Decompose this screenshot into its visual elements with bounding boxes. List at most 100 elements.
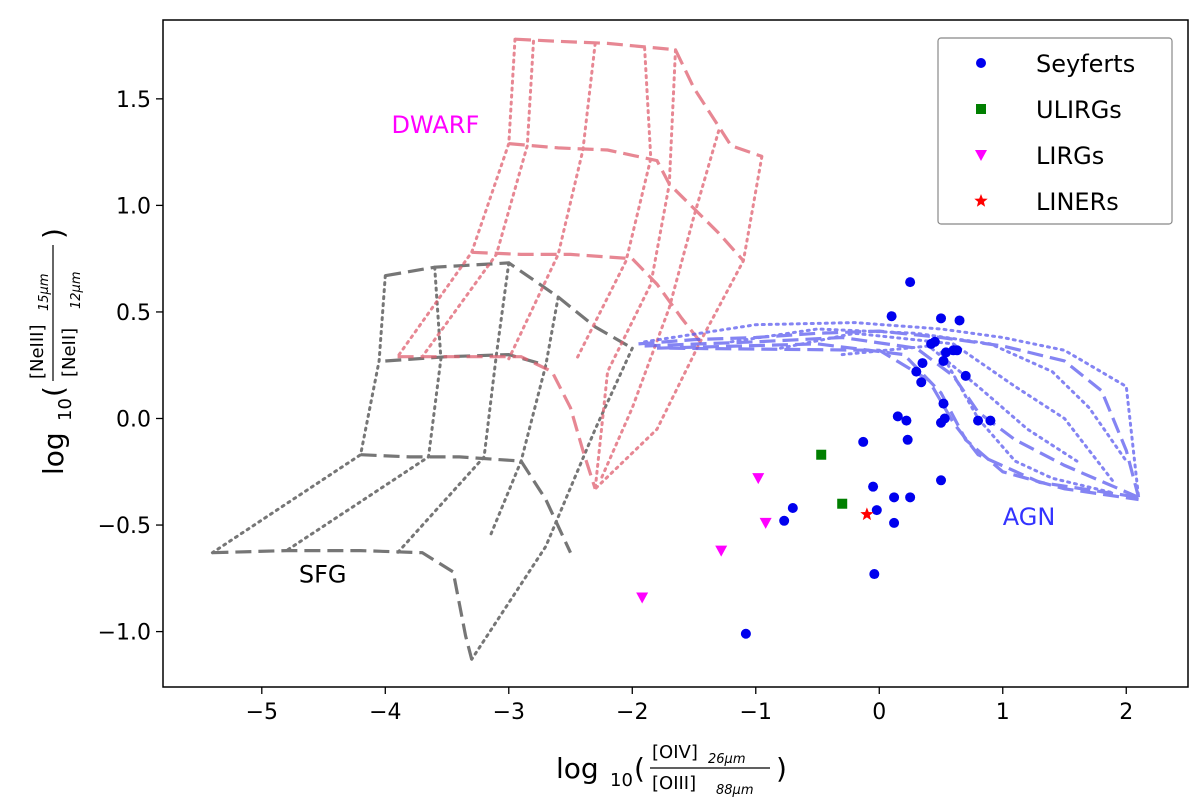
x-axis-paren-close: ) [776,752,787,785]
legend-ulirgs-marker [976,104,986,114]
dwarf-region-label: DWARF [391,111,479,139]
dwarf-dashed-line [514,37,763,158]
y-axis-denominator: [NeII] [59,328,80,377]
lirgs-point [759,517,772,529]
seyferts-point [911,366,922,377]
seyferts-point [889,517,900,528]
sfg-dashed-line [360,453,572,554]
agn-dashed-line [669,346,1139,499]
y-axis-paren-open: ( [37,386,70,397]
y-tick-label: 1.0 [116,194,151,219]
dwarf-dotted-line [396,37,517,359]
lirgs-point [715,545,728,557]
agn-dotted-line [643,321,1141,499]
axes-frame [162,19,1189,688]
seyferts-point [973,415,984,426]
agn-region-label: AGN [1003,503,1056,531]
x-tick-label: −2 [616,700,648,725]
seyferts-point [886,311,897,322]
dwarf-dotted-line [420,39,535,359]
y-tick-label: 0.5 [116,301,151,326]
y-tick-label: 1.5 [116,88,151,113]
series-lirgs [636,473,772,604]
grid-agn [638,321,1141,502]
seyferts-point [938,398,949,409]
agn-dashed-line [638,329,1141,498]
region-labels-layer: SFG DWARF AGN [299,111,1055,589]
x-axis-paren-open: ( [634,752,645,785]
seyferts-point [787,502,798,513]
seyferts-point [985,415,996,426]
seyferts-point [952,345,963,356]
legend: Seyferts ULIRGs LIRGs LINERs [937,37,1173,225]
sfg-dotted-line [285,265,443,553]
seyferts-point [869,569,880,580]
seyferts-point [868,481,879,492]
seyferts-point [916,377,927,388]
dwarf-dotted-line [593,48,677,491]
agn-dotted-line [779,331,1116,484]
seyferts-point [960,370,971,381]
legend-ulirgs-label: ULIRGs [1036,96,1122,124]
x-axis-numerator: [OIV] [652,742,698,763]
y-axis-log: log [37,432,70,475]
x-tick-label: −1 [740,700,772,725]
y-axis-numerator-sub: 15μm [37,274,52,311]
series-ulirgs [816,449,848,509]
y-tick-label: −1.0 [98,621,151,646]
seyferts-point [936,417,947,428]
seyferts-point [936,313,947,324]
sfg-region-label: SFG [299,561,347,589]
ulirgs-point [837,498,848,509]
y-axis-numerator: [NeIII] [27,324,48,379]
y-axis-log-base: 10 [55,398,76,421]
liners-point [860,507,874,521]
legend-liners-label: LINERs [1036,188,1119,216]
seyferts-point [871,505,882,516]
seyferts-point [902,434,913,445]
seyferts-point [940,347,951,358]
agn-dashed-line [656,342,1139,502]
dwarf-dashed-line [471,250,702,343]
seyferts-point [892,411,903,422]
dwarf-dotted-line [599,129,721,480]
sfg-dotted-line [210,274,387,555]
model-grid-layer [210,37,1141,661]
sfg-dashed-line [212,549,474,660]
ulirgs-point [816,449,827,460]
y-tick-label: 0.0 [116,407,151,432]
sfg-dotted-line [488,295,560,538]
y-axis-denominator-sub: 12μm [69,272,84,309]
seyferts-point [936,475,947,486]
seyferts-point [740,628,751,639]
seyferts-point [905,492,916,503]
x-tick-label: −3 [493,700,525,725]
x-tick-label: 2 [1119,700,1133,725]
ticks-layer: −5 −4 −3 −2 −1 0 1 2 −1.0 −0.5 0.0 0.5 1.0 1.5 [98,88,1134,725]
x-axis-log: log [556,752,599,785]
x-tick-label: 1 [996,700,1010,725]
sfg-dashed-line [385,261,634,350]
sfg-dotted-line [470,346,634,661]
seyferts-point [954,315,965,326]
grid-sfg [210,261,634,661]
lirgs-point [636,592,649,604]
y-axis-paren-close: ) [37,228,70,239]
agn-dotted-line [939,350,1116,495]
series-seyferts [740,277,996,639]
seyferts-point [905,277,916,288]
x-axis-denominator-sub: 88μm [716,783,753,797]
dwarf-dotted-line [507,41,597,361]
data-points-layer [636,277,996,639]
legend-lirgs-label: LIRGs [1036,142,1104,170]
legend-liners-marker [974,194,988,207]
agn-dotted-line [840,344,1079,463]
legend-lirgs-marker [975,150,987,161]
x-tick-label: −4 [369,700,401,725]
seyferts-point [926,338,937,349]
x-axis-log-base: 10 [610,770,633,791]
x-axis-numerator-sub: 26μm [708,752,745,767]
legend-seyferts-label: Seyferts [1036,50,1135,78]
seyferts-point [901,415,912,426]
